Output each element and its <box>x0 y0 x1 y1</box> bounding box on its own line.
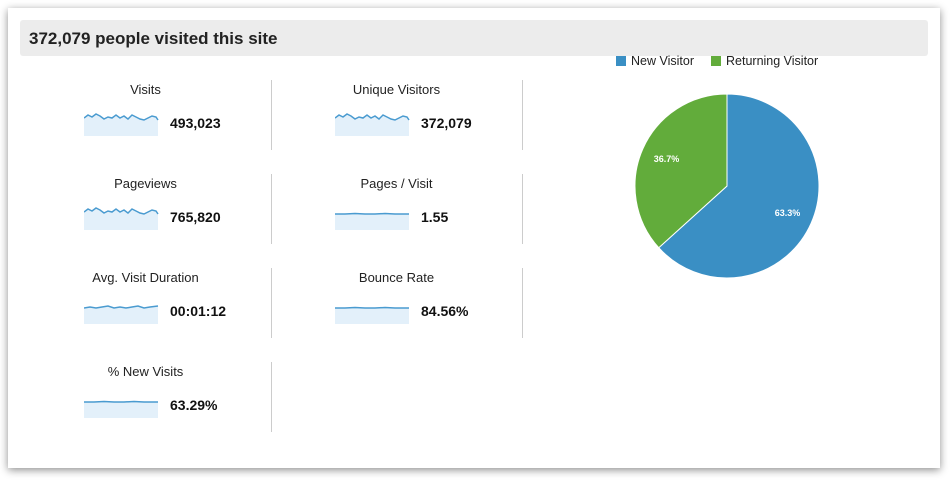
divider <box>271 80 272 150</box>
metric-pages-visit: Pages / Visit 1.55 <box>271 174 522 268</box>
metric-value: 372,079 <box>421 115 472 131</box>
metric-label: Avg. Visit Duration <box>92 270 199 285</box>
metric-bounce-rate: Bounce Rate 84.56% <box>271 268 522 362</box>
metric-label: Pages / Visit <box>360 176 433 191</box>
metric-avg-visit-duration: Avg. Visit Duration 00:01:12 <box>20 268 271 362</box>
pie-label-new-visitor: 63.3% <box>775 208 801 218</box>
legend-swatch <box>711 56 721 66</box>
metric-value: 1.55 <box>421 209 449 225</box>
metric-label: Pageviews <box>114 176 177 191</box>
metric-value: 84.56% <box>421 303 469 319</box>
legend-swatch <box>616 56 626 66</box>
divider <box>522 174 523 244</box>
metric-value: 63.29% <box>170 397 218 413</box>
visitor-pie-chart: 63.3% 36.7% <box>634 93 820 279</box>
pie-slice-returning-visitor[interactable] <box>634 93 728 249</box>
overview-header: 372,079 people visited this site <box>20 20 928 56</box>
pie-slice-new-visitor[interactable] <box>658 93 820 279</box>
sparkline <box>84 400 158 418</box>
metric-label: Bounce Rate <box>358 270 435 285</box>
metric-label: % New Visits <box>107 364 184 379</box>
metric-pageviews: Pageviews 765,820 <box>20 174 271 268</box>
divider <box>522 268 523 338</box>
legend-new-visitor: New Visitor <box>616 54 694 68</box>
metric-unique-visitors: Unique Visitors 372,079 <box>271 80 522 174</box>
metric-visits: Visits 493,023 <box>20 80 271 174</box>
divider <box>271 268 272 338</box>
metric-label: Unique Visitors <box>352 82 441 97</box>
metric-new-visits: % New Visits 63.29% <box>20 362 271 456</box>
sparkline <box>335 212 409 230</box>
page-title: 372,079 people visited this site <box>29 29 278 48</box>
sparkline <box>335 306 409 324</box>
legend-label: New Visitor <box>631 54 694 68</box>
divider <box>271 362 272 432</box>
metric-label: Visits <box>130 82 161 97</box>
sparkline <box>84 113 159 136</box>
divider <box>271 174 272 244</box>
sparkline <box>84 305 159 324</box>
metric-value: 765,820 <box>170 209 221 225</box>
legend-returning-visitor: Returning Visitor <box>711 54 818 68</box>
sparkline <box>335 113 410 136</box>
legend-label: Returning Visitor <box>726 54 819 68</box>
metric-value: 00:01:12 <box>170 303 227 319</box>
sparkline <box>84 207 159 230</box>
metric-value: 493,023 <box>170 115 221 131</box>
divider <box>522 80 523 150</box>
pie-label-returning-visitor: 36.7% <box>654 154 680 164</box>
